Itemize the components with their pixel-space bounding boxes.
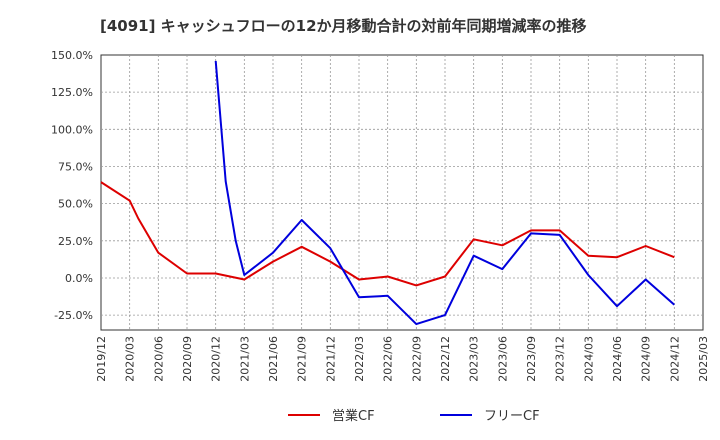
x-tick-label: 2024/12 (668, 336, 681, 382)
y-tick-label: 75.0% (58, 160, 93, 173)
x-tick-label: 2024/06 (611, 336, 624, 382)
legend-label-1: 営業CF (332, 408, 375, 424)
y-tick-label: -25.0% (54, 309, 93, 322)
plot-area (100, 54, 704, 331)
x-tick-label: 2021/09 (296, 336, 309, 382)
y-tick-label: 25.0% (58, 235, 93, 248)
series-lines (100, 60, 675, 326)
series-line-2 (214, 60, 675, 326)
x-tick-label: 2023/06 (496, 336, 509, 382)
x-tick-label: 2023/12 (554, 336, 567, 382)
x-tick-label: 2020/03 (124, 336, 137, 382)
x-tick-label: 2022/09 (410, 336, 423, 382)
y-tick-label: 0.0% (65, 272, 93, 285)
legend: 営業CF フリーCF (288, 408, 540, 424)
y-tick-label: 50.0% (58, 198, 93, 211)
x-tick-label: 2024/03 (582, 336, 595, 382)
y-tick-label: 100.0% (51, 123, 93, 136)
x-tick-label: 2019/12 (95, 336, 108, 382)
x-tick-label: 2020/12 (210, 336, 223, 382)
series-line-1 (100, 181, 675, 287)
x-tick-label: 2020/09 (181, 336, 194, 382)
y-tick-label: 150.0% (51, 49, 93, 62)
legend-label-2: フリーCF (484, 409, 540, 424)
x-tick-label: 2021/06 (267, 336, 280, 382)
x-tick-label: 2022/03 (353, 336, 366, 382)
x-tick-label: 2025/03 (697, 336, 710, 382)
chart-title: [4091] キャッシュフローの12か月移動合計の対前年同期増減率の推移 (100, 17, 587, 35)
y-axis: -25.0% 0.0% 25.0% 50.0% 75.0% 100.0% 125.0% 150… (51, 49, 93, 322)
x-tick-label: 2022/12 (439, 336, 452, 382)
x-axis: 2019/12 2020/03 2020/06 2020/09 2020/12 2021/… (95, 336, 710, 382)
x-tick-label: 2024/09 (640, 336, 653, 382)
x-tick-label: 2020/06 (152, 336, 165, 382)
grid-lines (101, 55, 703, 330)
y-tick-label: 125.0% (51, 86, 93, 99)
x-tick-label: 2023/09 (525, 336, 538, 382)
x-tick-label: 2021/12 (324, 336, 337, 382)
x-tick-label: 2022/06 (382, 336, 395, 382)
x-tick-label: 2023/03 (468, 336, 481, 382)
x-tick-label: 2021/03 (238, 336, 251, 382)
